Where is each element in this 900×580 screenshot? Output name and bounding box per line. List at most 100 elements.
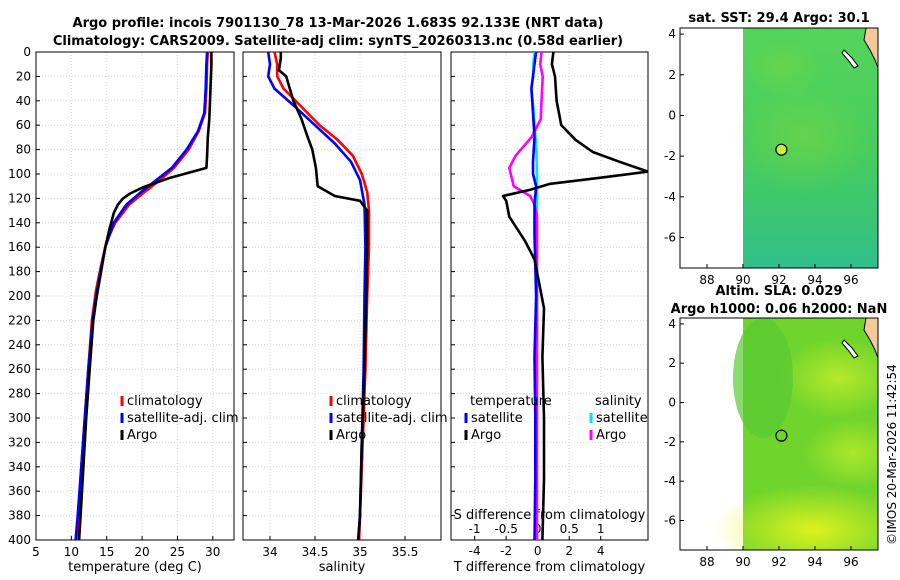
satellite-clim-legend-label: satellite-adj. clim <box>336 411 448 426</box>
depth-tick-label: 340 <box>8 460 31 474</box>
difference-panel: -4 -2 0 2 4-1 -0.5 0 0.5 1S difference from clim… <box>450 51 649 575</box>
depth-tick-label: 120 <box>8 191 31 205</box>
title-line-2: Climatology: CARS2009. Satellite-adj cli… <box>53 34 623 49</box>
lon-tick-label: 94 <box>807 273 822 287</box>
lon-tick-label: 88 <box>699 555 714 569</box>
lat-tick-label: -4 <box>664 190 676 204</box>
land-mass <box>863 318 878 359</box>
lat-tick-label: -2 <box>664 435 676 449</box>
x-tick-label: 20 <box>134 545 149 559</box>
sst-map-panel: sat. SST: 29.4 Argo: 30.1 88 90 92 94 96 4 2 0 -2… <box>664 11 879 287</box>
depth-tick-label: 320 <box>8 435 31 449</box>
lat-tick-label: 4 <box>668 317 676 331</box>
lat-tick-label: 2 <box>668 356 676 370</box>
x-tick-label: 25 <box>170 545 185 559</box>
axes-frame <box>450 51 649 541</box>
climatology-legend-label: climatology <box>336 394 412 409</box>
lon-tick-label: 88 <box>699 273 714 287</box>
t-diff-tick-label: 4 <box>597 544 605 558</box>
lon-tick-label: 92 <box>771 273 786 287</box>
lon-tick-label: 92 <box>771 555 786 569</box>
lat-tick-label: -4 <box>664 474 676 488</box>
depth-tick-label: 400 <box>8 533 31 547</box>
series-line-argo <box>277 52 369 540</box>
sla-map-title: Altim. SLA: 0.029 <box>716 284 843 299</box>
t-satellite-legend-label: satellite <box>471 411 523 426</box>
x-axis-label: temperature (deg C) <box>68 560 202 575</box>
depth-tick-label: 380 <box>8 509 31 523</box>
argo-float-marker <box>775 143 788 156</box>
x-tick-label: 30 <box>205 545 220 559</box>
depth-tick-label: 300 <box>8 411 31 425</box>
lat-tick-label: 0 <box>668 396 676 410</box>
lon-tick-label: 90 <box>735 273 750 287</box>
legend-temperature-header: temperature <box>470 394 552 409</box>
depth-tick-label: 0 <box>23 45 31 59</box>
lat-tick-label: -6 <box>664 230 676 244</box>
argo-legend-label: Argo <box>336 428 366 443</box>
t-diff-tick-label: -2 <box>500 544 512 558</box>
lat-tick-label: -6 <box>664 514 676 528</box>
depth-tick-label: 280 <box>8 387 31 401</box>
s-diff-tick-label: -1 <box>469 522 481 536</box>
depth-tick-label: 360 <box>8 484 31 498</box>
t-diff-axis-label: T difference from climatology <box>453 560 646 575</box>
depth-tick-label: 160 <box>8 240 31 254</box>
lat-tick-label: -2 <box>664 149 676 163</box>
x-tick-label: 5 <box>32 545 40 559</box>
lon-tick-label: 90 <box>735 555 750 569</box>
x-tick-label: 10 <box>64 545 79 559</box>
depth-tick-label: 100 <box>8 167 31 181</box>
sst-map-title: sat. SST: 29.4 Argo: 30.1 <box>688 11 869 26</box>
copyright: ©IMOS 20-Mar-2026 11:42:54 <box>885 364 899 545</box>
title-line-1: Argo profile: incois 7901130_78 13-Mar-2… <box>73 16 604 31</box>
sla-high-patch <box>778 338 878 418</box>
sla-high-patch <box>803 418 878 488</box>
t-diff-tick-label: 2 <box>565 544 573 558</box>
x-tick-label: 34 <box>262 545 277 559</box>
satellite-clim-legend-label: satellite-adj. clim <box>127 411 239 426</box>
climatology-legend-label: climatology <box>127 394 203 409</box>
x-axis-label: salinity <box>319 560 366 575</box>
series-line-satellite-clim <box>74 52 209 540</box>
s-satellite-legend-label: satellite <box>596 411 648 426</box>
x-tick-label: 15 <box>99 545 114 559</box>
lat-tick-label: 2 <box>668 68 676 82</box>
depth-tick-label: 240 <box>8 338 31 352</box>
s-diff-tick-label: 1 <box>597 522 605 536</box>
series-line-argo <box>77 52 213 540</box>
x-tick-label: 35 <box>352 545 367 559</box>
lat-tick-label: 4 <box>668 27 676 41</box>
legend-salinity-header: salinity <box>595 394 642 409</box>
sst-warm-patch <box>743 38 823 98</box>
depth-tick-label: 60 <box>16 118 31 132</box>
lon-tick-label: 94 <box>807 555 822 569</box>
depth-tick-label: 80 <box>16 143 31 157</box>
land-mass <box>863 28 878 69</box>
map-field <box>713 318 878 550</box>
sla-yellow-band <box>713 485 878 550</box>
sst-warm-patch <box>733 83 873 193</box>
island <box>841 339 859 359</box>
series-line-t-satellite <box>530 52 538 540</box>
lat-tick-label: 0 <box>668 108 676 122</box>
s-diff-tick-label: 0.5 <box>560 522 579 536</box>
lon-tick-label: 96 <box>843 555 858 569</box>
depth-tick-label: 200 <box>8 289 31 303</box>
sla-map-subtitle: Argo h1000: 0.06 h2000: NaN <box>671 302 888 317</box>
sla-map-panel: Altim. SLA: 0.029 Argo h1000: 0.06 h2000:… <box>664 284 888 569</box>
s-argo-legend-label: Argo <box>596 428 626 443</box>
argo-float-marker <box>775 429 788 442</box>
lon-tick-label: 96 <box>843 273 858 287</box>
depth-tick-label: 260 <box>8 362 31 376</box>
salinity-panel: 34 34.5 35 35.5 salinity climatology satellite… <box>242 51 448 575</box>
s-diff-axis-label: S difference from climatology <box>454 508 646 523</box>
island <box>841 49 859 69</box>
depth-tick-label: 20 <box>16 69 31 83</box>
t-diff-tick-label: -4 <box>469 544 481 558</box>
s-diff-tick-label: -0.5 <box>494 522 517 536</box>
x-tick-label: 34.5 <box>302 545 329 559</box>
depth-tick-label: 180 <box>8 265 31 279</box>
map-field <box>733 28 878 268</box>
